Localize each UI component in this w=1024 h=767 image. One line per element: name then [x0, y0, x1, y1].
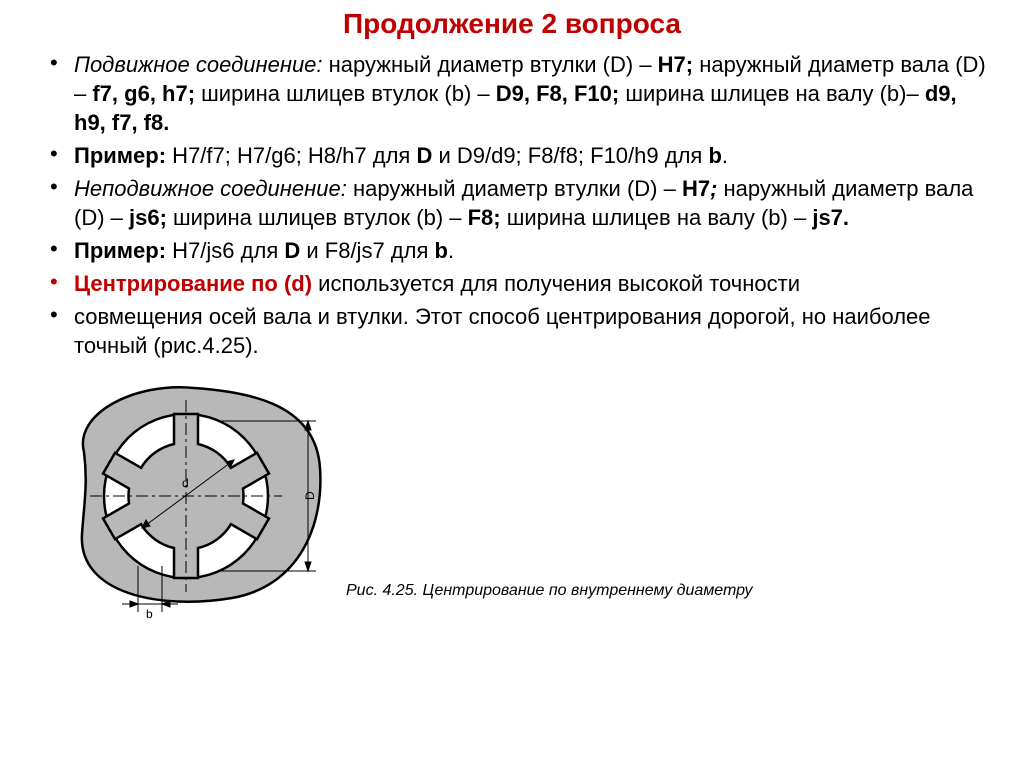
- list-item: Пример: H7/f7; H7/g6; H8/h7 для D и D9/d…: [30, 141, 994, 170]
- label-D: D: [303, 491, 317, 500]
- label-b: b: [146, 607, 153, 620]
- list-item: Центрирование по (d) используется для по…: [30, 269, 994, 298]
- figure-caption: Рис. 4.25. Центрирование по внутреннему …: [346, 582, 753, 600]
- list-item: совмещения осей вала и втулки. Этот спос…: [30, 302, 994, 360]
- label-d: d: [182, 476, 189, 490]
- figure-row: d D b Рис. 4.25. Центрирование по внутре…: [30, 374, 994, 620]
- slide: Продолжение 2 вопроса Подвижное соединен…: [0, 0, 1024, 630]
- bullet-list: Подвижное соединение: наружный диаметр в…: [30, 50, 994, 360]
- list-item: Неподвижное соединение: наружный диаметр…: [30, 174, 994, 232]
- slide-title: Продолжение 2 вопроса: [30, 8, 994, 40]
- list-item: Подвижное соединение: наружный диаметр в…: [30, 50, 994, 137]
- list-item: Пример: H7/js6 для D и F8/js7 для b.: [30, 236, 994, 265]
- diagram-spline-centering: d D b: [64, 374, 340, 620]
